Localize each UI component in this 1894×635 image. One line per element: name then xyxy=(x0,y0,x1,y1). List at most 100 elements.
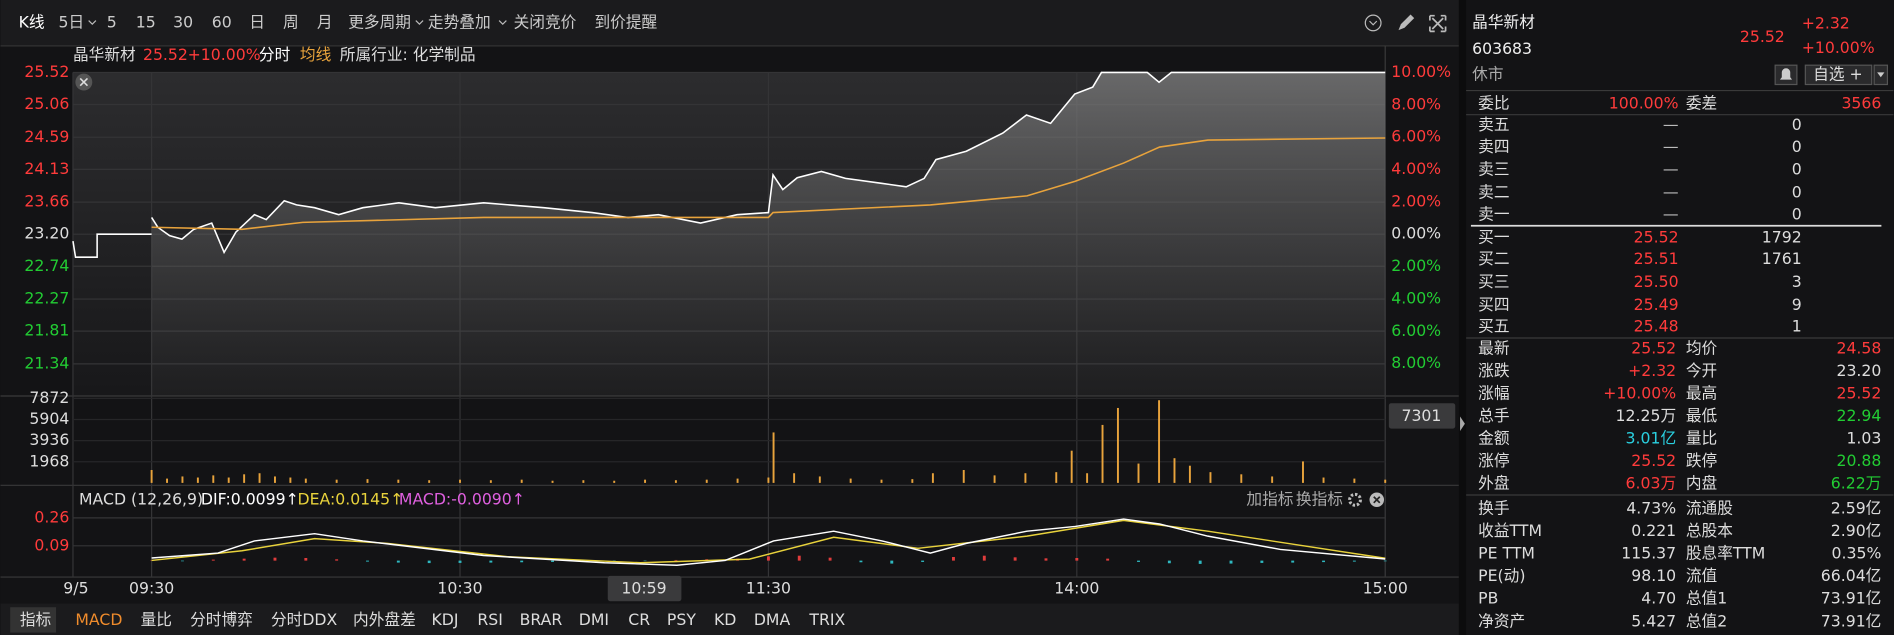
indicator-value: MACD:-0.0090↑ xyxy=(399,489,525,508)
toolbar-item[interactable]: 关闭竞价 xyxy=(514,12,577,31)
stat-label: PE(动) xyxy=(1478,566,1525,585)
toolbar-item[interactable]: 60 xyxy=(212,12,232,31)
tab[interactable]: BRAR xyxy=(520,610,563,629)
ask-volume: 0 xyxy=(1792,183,1802,202)
macd-bar xyxy=(766,556,770,561)
tab[interactable]: TRIX xyxy=(808,610,845,629)
toolbar-item[interactable]: 周 xyxy=(283,12,299,31)
stat-value: 2.59亿 xyxy=(1831,499,1882,518)
quote-change: +2.32 xyxy=(1802,14,1850,33)
stat-value: 22.94 xyxy=(1836,406,1881,425)
volume-bar xyxy=(931,473,934,483)
tab[interactable]: 指标 xyxy=(20,610,51,629)
tab[interactable]: 量比 xyxy=(141,610,172,629)
toolbar-item[interactable]: 15 xyxy=(136,12,156,31)
toolbar-item[interactable]: 月 xyxy=(317,12,333,31)
y2-tick-label: 6.00% xyxy=(1391,321,1441,340)
x-tick-label: 10:30 xyxy=(437,579,482,598)
toolbar-item[interactable]: 日 xyxy=(249,12,265,31)
volume-bar xyxy=(166,478,168,483)
toolbar-item[interactable]: 更多周期 xyxy=(348,12,411,31)
macd-bar xyxy=(1167,560,1171,564)
bid-volume: 1761 xyxy=(1762,249,1802,268)
macd-bar xyxy=(890,560,894,564)
settings-icon[interactable] xyxy=(1348,492,1362,507)
volume-bar xyxy=(551,480,554,483)
stock-name: 晶华新材 xyxy=(73,45,136,64)
macd-bar xyxy=(366,560,369,562)
ask-label: 卖三 xyxy=(1478,160,1509,179)
toolbar-item[interactable]: 到价提醒 xyxy=(594,12,657,31)
splitter xyxy=(1458,0,1467,635)
indicator-tool[interactable]: 加指标 xyxy=(1246,489,1293,508)
quote-name: 晶华新材 xyxy=(1472,12,1535,31)
watch-button[interactable] xyxy=(1804,64,1873,86)
volume-bar xyxy=(911,479,914,483)
y-tick-label: 25.52 xyxy=(24,62,69,81)
price-area xyxy=(151,72,1386,396)
stat-label: 流通股 xyxy=(1686,499,1733,518)
macd-bar xyxy=(921,560,925,562)
ask-label: 卖四 xyxy=(1478,137,1509,156)
macd-bar xyxy=(1044,558,1048,561)
indicator-title: MACD (12,26,9) xyxy=(79,489,203,508)
indicator-tool[interactable]: 换指标 xyxy=(1296,489,1343,508)
macd-bar xyxy=(489,560,493,563)
toolbar-item[interactable]: K线 xyxy=(19,12,45,31)
macd-bar xyxy=(982,555,986,561)
book-label: 委差 xyxy=(1686,93,1717,112)
tab[interactable]: CR xyxy=(628,610,650,629)
volume-bar xyxy=(243,474,246,483)
tab[interactable]: MACD xyxy=(75,610,122,629)
price-line xyxy=(72,233,152,258)
toolbar-item[interactable]: 走势叠加 xyxy=(428,12,491,31)
watch-menu-arrow xyxy=(1877,72,1885,78)
tab[interactable]: DMI xyxy=(579,610,609,629)
volume-bar xyxy=(258,473,261,483)
splitter-handle[interactable] xyxy=(1460,416,1465,431)
toolbar-item[interactable]: 30 xyxy=(173,12,193,31)
quote-status: 休市 xyxy=(1472,64,1503,83)
y2-tick-label: 4.00% xyxy=(1391,159,1441,178)
ask-volume: 0 xyxy=(1792,115,1802,134)
watch-label[interactable]: 自选 + xyxy=(1813,64,1863,83)
volume-bar xyxy=(196,477,199,483)
toolbar-item[interactable]: 5日 xyxy=(58,12,84,31)
macd-bar xyxy=(1075,557,1079,561)
draw-icon[interactable] xyxy=(1398,14,1415,31)
ask-volume: 0 xyxy=(1792,137,1802,156)
tab[interactable]: PSY xyxy=(667,610,696,629)
volume-bar xyxy=(1353,478,1356,483)
macd-bar xyxy=(551,560,554,562)
volume-bar xyxy=(1158,400,1161,483)
tab[interactable]: 内外盘差 xyxy=(353,610,416,629)
stat-value: 25.52 xyxy=(1836,383,1881,402)
stat-value: 1.03 xyxy=(1846,429,1881,448)
stat-value: 115.37 xyxy=(1621,544,1676,563)
tab[interactable]: KDJ xyxy=(432,610,459,629)
y-tick-label: 0.09 xyxy=(34,535,69,554)
toolbar-item[interactable]: 5 xyxy=(107,12,117,31)
stat-value: 25.52 xyxy=(1631,451,1676,470)
fullscreen-icon[interactable] xyxy=(1429,14,1447,33)
macd-bar xyxy=(335,559,339,561)
tab[interactable]: 分时DDX xyxy=(271,610,338,629)
macd-bar xyxy=(1352,560,1356,562)
y-tick-label: 21.81 xyxy=(24,321,69,340)
tab[interactable]: DMA xyxy=(754,610,791,629)
y2-tick-label: 8.00% xyxy=(1391,353,1441,372)
y2-tick-label: 6.00% xyxy=(1391,127,1441,146)
stat-label: 总值1 xyxy=(1686,589,1727,608)
volume-bar xyxy=(1271,476,1274,483)
volume-bar xyxy=(962,470,965,483)
stat-label: 最低 xyxy=(1686,406,1718,425)
bid-volume: 1792 xyxy=(1762,227,1802,246)
quote-change-pct: +10.00% xyxy=(1802,38,1875,57)
tab[interactable]: RSI xyxy=(477,610,503,629)
y-tick-label: 1968 xyxy=(29,451,69,470)
tab[interactable]: 分时博弈 xyxy=(190,610,253,629)
tab[interactable]: KD xyxy=(714,610,736,629)
volume-bar xyxy=(849,478,852,483)
collapse-icon[interactable] xyxy=(1364,14,1382,32)
